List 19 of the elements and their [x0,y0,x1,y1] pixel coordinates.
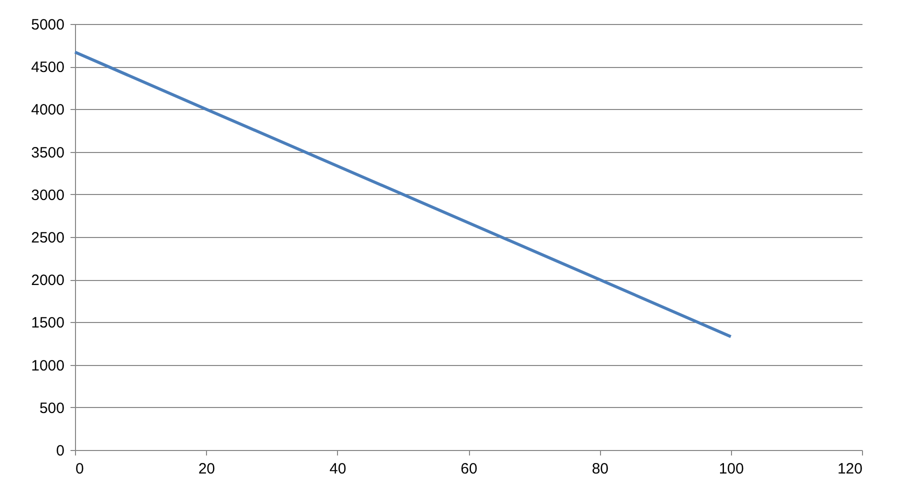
y-tick-label: 3500 [31,144,64,162]
y-tick-label: 1000 [31,357,64,374]
y-tick-label: 5000 [31,16,64,34]
y-tick-label: 0 [56,442,64,460]
y-tick-label: 2500 [31,230,64,246]
y-tick-label: 1500 [31,314,64,332]
x-tick-label: 100 [718,460,744,478]
x-tick-label: 40 [329,460,346,478]
y-tick-label: 3000 [31,186,64,204]
x-tick-label: 0 [76,460,84,478]
x-tick-label: 20 [198,460,216,478]
y-tick-label: 4000 [31,102,64,119]
x-tick-label: 80 [592,460,609,478]
x-tick-label: 120 [837,460,862,478]
y-tick-label: 500 [39,400,64,417]
x-tick-label: 60 [460,460,478,478]
y-tick-label: 4500 [31,59,64,76]
line-series [74,50,732,338]
y-tick-label: 2000 [31,272,64,290]
